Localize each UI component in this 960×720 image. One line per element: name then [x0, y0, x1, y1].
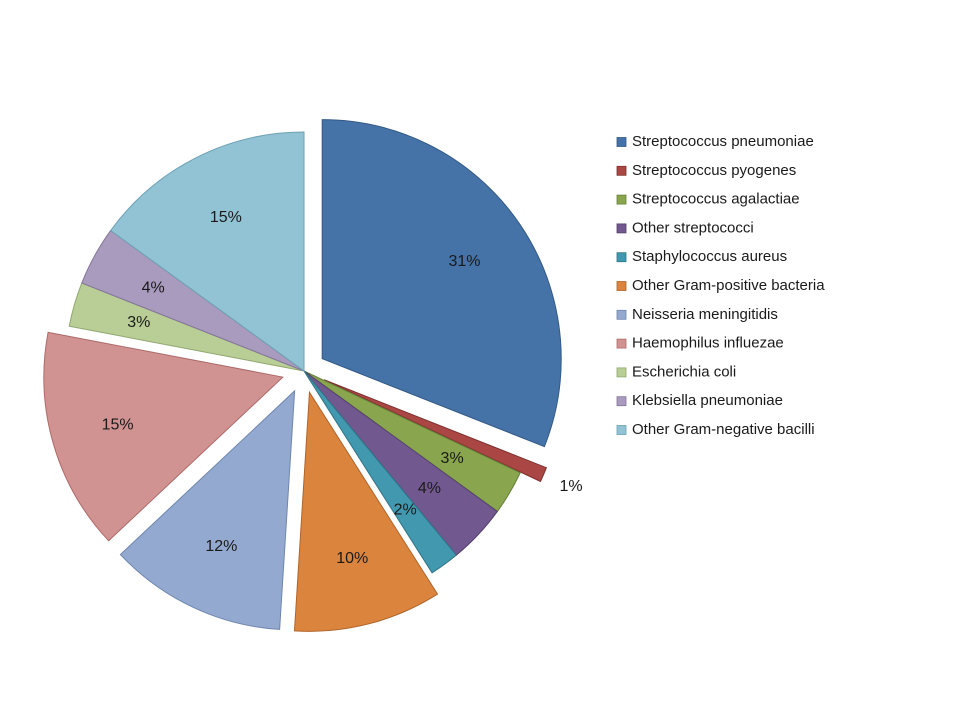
data-label-klebsiella-pneumoniae: 4%	[142, 279, 165, 296]
data-label-other-gram-negative-bacilli: 15%	[210, 209, 242, 226]
data-label-haemophilus-influezae: 15%	[102, 416, 134, 433]
legend-swatch-other-gram-negative-bacilli	[616, 425, 627, 435]
legend-label-other-gram-negative-bacilli: Other Gram-negative bacilli	[632, 421, 815, 438]
legend-swatch-escherichia-coli	[616, 367, 627, 378]
legend-swatch-staphylococcus-aureus	[616, 252, 627, 263]
legend-label-klebsiella-pneumoniae: Klebsiella pneumoniae	[632, 392, 783, 409]
legend-label-streptococcus-agalactiae: Streptococcus agalactiae	[632, 191, 800, 208]
pie-slice-haemophilus-influezae	[43, 331, 284, 542]
data-label-other-gram-positive-bacteria: 10%	[336, 550, 368, 567]
data-labels: 31%1%3%4%2%10%12%15%3%4%15%	[102, 209, 583, 567]
legend-swatch-other-gram-positive-bacteria	[616, 281, 627, 291]
legend-label-other-gram-positive-bacteria: Other Gram-positive bacteria	[632, 277, 825, 294]
legend-label-staphylococcus-aureus: Staphylococcus aureus	[632, 248, 787, 265]
data-label-streptococcus-pyogenes: 1%	[560, 478, 583, 495]
legend-swatch-streptococcus-pyogenes	[616, 165, 627, 176]
pie-slice-neisseria-meningitidis	[119, 389, 296, 630]
data-label-escherichia-coli: 3%	[127, 314, 150, 331]
legend: Streptococcus pneumoniae Streptococcus py…	[616, 133, 825, 438]
pie-slices	[43, 119, 562, 632]
data-label-staphylococcus-aureus: 2%	[394, 501, 417, 518]
data-label-neisseria-meningitidis: 12%	[205, 538, 237, 555]
legend-label-streptococcus-pneumoniae: Streptococcus pneumoniae	[632, 133, 814, 150]
pie-slice-other-gram-positive-bacteria	[293, 390, 439, 632]
pie-slice-other-gram-negative-bacilli	[109, 131, 305, 372]
data-label-streptococcus-agalactiae: 3%	[441, 450, 464, 467]
pie-slice-staphylococcus-aureus	[303, 370, 458, 574]
legend-swatch-streptococcus-agalactiae	[616, 194, 627, 205]
legend-swatch-klebsiella-pneumoniae	[616, 396, 627, 407]
legend-swatch-streptococcus-pneumoniae	[616, 137, 627, 147]
pie-slice-streptococcus-pyogenes	[323, 379, 548, 483]
legend-swatch-haemophilus-influezae	[616, 338, 627, 349]
legend-label-streptococcus-pyogenes: Streptococcus pyogenes	[632, 162, 796, 179]
legend-swatch-neisseria-meningitidis	[616, 309, 627, 320]
data-label-other-streptococci: 4%	[418, 480, 441, 497]
data-label-streptococcus-pneumoniae: 31%	[449, 253, 481, 270]
legend-label-haemophilus-influezae: Haemophilus influezae	[632, 335, 784, 352]
legend-swatch-other-streptococci	[616, 223, 627, 234]
legend-label-other-streptococci: Other streptococci	[632, 219, 754, 236]
legend-label-neisseria-meningitidis: Neisseria meningitidis	[632, 306, 778, 323]
pie-slice-streptococcus-pneumoniae	[321, 119, 562, 448]
legend-label-escherichia-coli: Escherichia coli	[632, 363, 736, 380]
